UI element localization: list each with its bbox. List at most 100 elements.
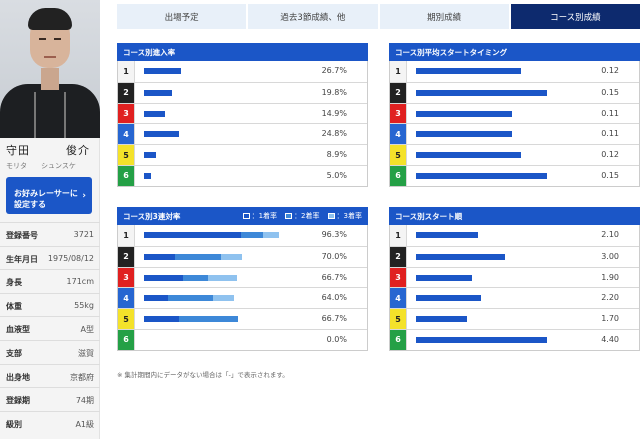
value-label: 24.8%	[321, 129, 347, 139]
tab-0[interactable]: 出場予定	[117, 4, 247, 29]
value-label: 66.7%	[321, 314, 347, 324]
legend-3rd-swatch	[327, 213, 335, 219]
chart-row: 6 0.15	[390, 164, 639, 186]
top3-rate-panel: コース別3連対率 ：1着率 ：2着率 ：3着率 1 96.3% 2 70.0% 3 66.…	[117, 207, 368, 351]
value-label: 66.7%	[321, 272, 347, 282]
favorite-button-line2: 設定する	[14, 200, 46, 209]
lane-number: 2	[390, 246, 407, 267]
tab-bar: 出場予定 過去3節成績、他 期別成績 コース別成績	[117, 4, 640, 29]
bar	[416, 172, 547, 179]
bar-segment-3	[221, 253, 242, 260]
top3-rate-title: コース別3連対率	[123, 211, 181, 221]
avg-start-timing-chart: 1 0.12 2 0.15 3 0.11 4 0.11 5 0.12 6 0.15	[389, 61, 640, 187]
bar-track	[416, 295, 556, 302]
bar-track	[416, 110, 556, 117]
set-favorite-racer-button[interactable]: お好みレーサーに 設定する ›	[6, 177, 92, 214]
value-label: 2.10	[601, 230, 619, 239]
chart-row: 1 0.12	[390, 61, 639, 82]
bar-segment-3	[263, 232, 279, 238]
chart-row: 5 0.12	[390, 144, 639, 165]
bar	[416, 232, 479, 238]
bar-track	[144, 232, 284, 238]
bar-track	[144, 316, 284, 323]
racer-info-list: 登録番号 3721 生年月日 1975/08/12 身長 171cm 体重 55kg 血液型 A型…	[0, 222, 100, 434]
value-label: 26.7%	[321, 66, 347, 75]
lane-number: 2	[390, 82, 407, 103]
value-label: 8.9%	[326, 150, 347, 160]
info-label: 支部	[6, 348, 22, 358]
value-label: 0.15	[601, 87, 619, 97]
favorite-button-line1: お好みレーサーに	[14, 189, 78, 198]
lane-number: 1	[390, 225, 407, 246]
info-value: 1975/08/12	[47, 253, 94, 263]
value-label: 96.3%	[321, 230, 347, 239]
lane-number: 1	[390, 61, 407, 82]
lane-number: 5	[390, 309, 407, 329]
lane-number: 2	[118, 82, 135, 103]
bar	[416, 68, 521, 74]
value-label: 0.15	[601, 170, 619, 180]
bar-track	[144, 110, 284, 117]
start-order-panel: コース別スタート順 1 2.10 2 3.00 3 1.90 4 2.20 5 1.70 6 4.40	[389, 207, 640, 351]
lane-number: 3	[118, 267, 135, 288]
info-value: 55kg	[74, 300, 94, 310]
value-label: 1.90	[601, 272, 619, 282]
info-value: A型	[80, 325, 94, 335]
chart-row: 2 19.8%	[118, 81, 367, 103]
bar-track	[144, 337, 284, 343]
lane-number: 1	[118, 61, 135, 82]
chart-row: 6 0.0%	[118, 328, 367, 350]
racer-profile-sidebar: 守田 俊介 モリタ シュンスケ お好みレーサーに 設定する › 登録番号 3721 生年…	[0, 0, 100, 439]
top3-rate-header: コース別3連対率 ：1着率 ：2着率 ：3着率	[117, 207, 368, 225]
tab-2[interactable]: 期別成績	[379, 4, 509, 29]
info-row: 出身地 京都府	[0, 363, 100, 388]
info-value: 3721	[73, 230, 94, 239]
bar	[416, 316, 467, 323]
bar-segment-2	[179, 316, 238, 323]
bar-track	[144, 253, 284, 260]
value-label: 0.0%	[326, 334, 347, 344]
info-value: 171cm	[66, 277, 94, 287]
info-row: 登録番号 3721	[0, 222, 100, 246]
bar-track	[416, 68, 556, 74]
info-label: 級別	[6, 419, 22, 429]
lane-number: 5	[118, 309, 135, 329]
tab-3[interactable]: コース別成績	[510, 4, 640, 29]
bar-track	[144, 152, 284, 159]
tab-1[interactable]: 過去3節成績、他	[248, 4, 378, 29]
info-row: 級別 A1級	[0, 410, 100, 435]
info-label: 体重	[6, 301, 22, 311]
bar-segment-1	[144, 274, 184, 281]
chart-row: 4 2.20	[390, 287, 639, 309]
value-label: 0.11	[601, 129, 619, 139]
chart-row: 6 4.40	[390, 328, 639, 350]
info-value: A1級	[75, 419, 94, 429]
info-label: 身長	[6, 278, 22, 288]
entry-rate-chart: 1 26.7% 2 19.8% 3 14.9% 4 24.8% 5 8.9% 6 5.0%	[117, 61, 368, 187]
bar-track	[144, 89, 284, 96]
start-order-chart: 1 2.10 2 3.00 3 1.90 4 2.20 5 1.70 6 4.40	[389, 225, 640, 351]
lane-number: 6	[390, 329, 407, 350]
chart-row: 6 5.0%	[118, 164, 367, 186]
bar-segment-3	[208, 274, 238, 281]
bar-track	[416, 131, 556, 138]
bar-track	[416, 89, 556, 96]
bar	[144, 89, 172, 96]
bar	[144, 110, 165, 117]
chart-row: 2 3.00	[390, 245, 639, 267]
bar-track	[144, 295, 284, 302]
chart-row: 5 1.70	[390, 308, 639, 329]
lane-number: 6	[118, 329, 135, 350]
info-label: 生年月日	[6, 254, 38, 264]
bar-segment-2	[167, 295, 213, 302]
chevron-right-icon: ›	[82, 191, 86, 201]
bar-track	[144, 172, 284, 179]
bar-segment-1	[144, 295, 168, 302]
lane-number: 6	[390, 165, 407, 186]
bar	[416, 336, 547, 343]
avg-start-timing-panel: コース別平均スタートタイミング 1 0.12 2 0.15 3 0.11 4 0.11 5 0.1…	[389, 43, 640, 187]
bar-track	[416, 274, 556, 281]
chart-row: 2 70.0%	[118, 245, 367, 267]
start-order-title: コース別スタート順	[389, 207, 640, 225]
bar-track	[416, 316, 556, 323]
